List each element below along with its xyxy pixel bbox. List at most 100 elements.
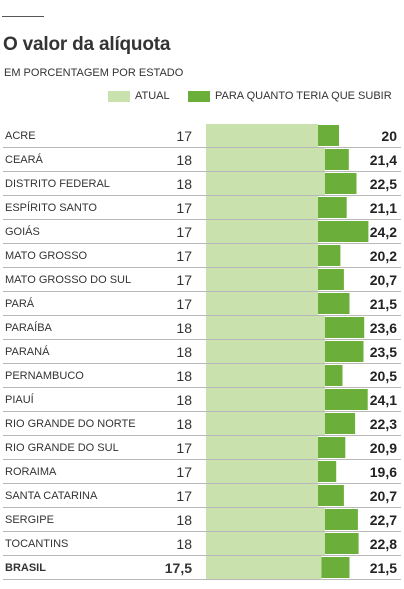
legend-label-current: ATUAL xyxy=(135,90,170,102)
target-value-label-17: 22,8 xyxy=(370,536,397,552)
current-value-label-0: 17 xyxy=(176,128,192,144)
target-value-label-1: 21,4 xyxy=(370,152,397,168)
bar-increase-4 xyxy=(318,221,369,242)
bar-increase-0 xyxy=(318,125,339,146)
bar-increase-1 xyxy=(325,149,349,170)
current-value-label-11: 18 xyxy=(176,392,192,408)
legend-label-increase: PARA QUANTO TERIA QUE SUBIR xyxy=(215,90,392,102)
current-value-label-1: 18 xyxy=(176,152,192,168)
bar-current-8 xyxy=(206,316,325,339)
legend: ATUAL PARA QUANTO TERIA QUE SUBIR xyxy=(0,90,404,104)
category-label-0: ACRE xyxy=(5,130,36,142)
category-label-8: PARAÍBA xyxy=(5,321,53,334)
bar-current-13 xyxy=(206,436,318,459)
category-label-7: PARÁ xyxy=(5,297,35,310)
current-value-label-14: 17 xyxy=(176,464,192,480)
current-value-label-13: 17 xyxy=(176,440,192,456)
category-label-14: RORAIMA xyxy=(5,466,57,478)
target-value-label-6: 20,7 xyxy=(370,272,397,288)
category-label-4: GOIÁS xyxy=(5,225,40,238)
bar-increase-3 xyxy=(318,197,347,218)
target-value-label-2: 22,5 xyxy=(370,176,397,192)
category-label-1: CEARÁ xyxy=(5,153,44,166)
bar-current-10 xyxy=(206,364,325,387)
current-value-label-3: 17 xyxy=(176,200,192,216)
target-value-label-14: 19,6 xyxy=(370,464,397,480)
bar-current-18 xyxy=(206,556,322,579)
bar-current-4 xyxy=(206,220,318,243)
bar-current-1 xyxy=(206,148,325,171)
target-value-label-5: 20,2 xyxy=(370,248,397,264)
top-rule xyxy=(2,16,44,17)
legend-swatch-current xyxy=(108,91,130,102)
target-value-label-11: 24,1 xyxy=(370,392,397,408)
current-value-label-4: 17 xyxy=(176,224,192,240)
target-value-label-10: 20,5 xyxy=(370,368,397,384)
bar-increase-12 xyxy=(325,413,356,434)
bar-current-15 xyxy=(206,484,318,507)
legend-swatch-increase xyxy=(188,91,210,102)
current-value-label-16: 18 xyxy=(176,512,192,528)
bar-current-12 xyxy=(206,412,325,435)
category-label-9: PARANÁ xyxy=(5,345,50,358)
bar-increase-6 xyxy=(318,269,344,290)
current-value-label-2: 18 xyxy=(176,176,192,192)
bar-increase-18 xyxy=(321,557,350,578)
target-value-label-4: 24,2 xyxy=(370,224,397,240)
bar-increase-7 xyxy=(318,293,350,314)
chart-title: O valor da alíquota xyxy=(3,34,171,55)
bar-increase-14 xyxy=(318,461,337,482)
category-label-3: ESPÍRITO SANTO xyxy=(5,201,97,214)
bar-current-9 xyxy=(206,340,325,363)
current-value-label-7: 17 xyxy=(176,296,192,312)
bar-increase-13 xyxy=(318,437,346,458)
bar-increase-10 xyxy=(325,365,343,386)
bar-current-0 xyxy=(206,124,318,147)
current-value-label-15: 17 xyxy=(176,488,192,504)
target-value-label-15: 20,7 xyxy=(370,488,397,504)
bar-increase-17 xyxy=(325,533,359,554)
bar-current-5 xyxy=(206,244,318,267)
bar-current-11 xyxy=(206,388,325,411)
category-label-5: MATO GROSSO xyxy=(5,250,88,262)
category-label-17: TOCANTINS xyxy=(5,538,68,550)
category-label-15: SANTA CATARINA xyxy=(5,490,98,502)
category-label-12: RIO GRANDE DO NORTE xyxy=(5,418,136,430)
current-value-label-8: 18 xyxy=(176,320,192,336)
current-value-label-17: 18 xyxy=(176,536,192,552)
bar-increase-15 xyxy=(318,485,344,506)
category-label-13: RIO GRANDE DO SUL xyxy=(5,442,119,454)
target-value-label-8: 23,6 xyxy=(370,320,397,336)
current-value-label-12: 18 xyxy=(176,416,192,432)
current-value-label-5: 17 xyxy=(176,248,192,264)
bar-increase-8 xyxy=(325,317,365,338)
bar-increase-2 xyxy=(325,173,357,194)
bar-current-14 xyxy=(206,460,318,483)
target-value-label-12: 22,3 xyxy=(370,416,397,432)
target-value-label-7: 21,5 xyxy=(370,296,397,312)
category-label-2: DISTRITO FEDERAL xyxy=(5,178,110,190)
category-label-10: PERNAMBUCO xyxy=(5,370,84,382)
target-value-label-18: 21,5 xyxy=(370,560,397,576)
bar-increase-11 xyxy=(325,389,368,410)
bar-current-17 xyxy=(206,532,325,555)
bar-increase-5 xyxy=(318,245,341,266)
bar-current-6 xyxy=(206,268,318,291)
bar-chart: ACRE 17 20 CEARÁ 18 21,4 DISTRITO FEDERAL 18 22,… xyxy=(3,124,401,580)
current-value-label-9: 18 xyxy=(176,344,192,360)
chart-subtitle: EM PORCENTAGEM POR ESTADO xyxy=(4,67,184,79)
bar-current-2 xyxy=(206,172,325,195)
category-label-16: SERGIPE xyxy=(5,514,54,526)
bar-current-16 xyxy=(206,508,325,531)
target-value-label-3: 21,1 xyxy=(370,200,397,216)
category-label-18: BRASIL xyxy=(5,562,46,574)
target-value-label-13: 20,9 xyxy=(370,440,397,456)
current-value-label-6: 17 xyxy=(176,272,192,288)
target-value-label-0: 20 xyxy=(381,128,397,144)
category-label-11: PIAUÍ xyxy=(5,393,35,406)
bar-increase-9 xyxy=(325,341,364,362)
target-value-label-9: 23,5 xyxy=(370,344,397,360)
bar-increase-16 xyxy=(325,509,358,530)
current-value-label-18: 17,5 xyxy=(165,560,192,576)
bar-current-7 xyxy=(206,292,318,315)
